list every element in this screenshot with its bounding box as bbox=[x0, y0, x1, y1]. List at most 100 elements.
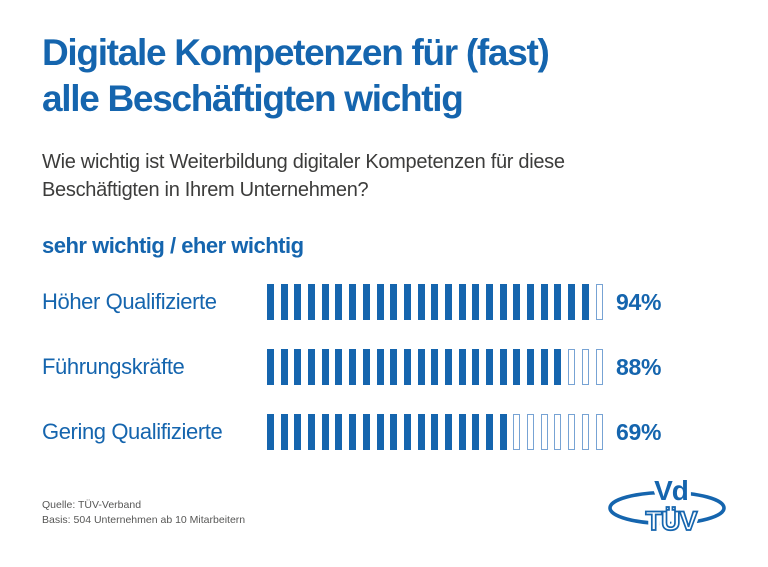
tick-filled bbox=[362, 284, 370, 320]
tick-filled bbox=[403, 414, 411, 450]
tick-filled bbox=[486, 414, 493, 450]
tick-filled bbox=[376, 284, 384, 320]
tick-filled bbox=[417, 349, 425, 385]
tick-filled bbox=[267, 349, 274, 385]
tick-filled bbox=[294, 349, 302, 385]
tick-filled bbox=[308, 284, 316, 320]
tick-filled bbox=[431, 284, 439, 320]
tick-filled bbox=[472, 284, 480, 320]
value-label: 88% bbox=[616, 353, 662, 380]
tick-bar bbox=[267, 414, 603, 450]
tick-filled bbox=[417, 414, 425, 450]
tick-filled bbox=[349, 284, 357, 320]
tick-filled bbox=[335, 284, 343, 320]
footnotes: Quelle: TÜV-Verband Basis: 504 Unternehm… bbox=[42, 498, 245, 528]
tick-filled bbox=[403, 349, 411, 385]
tick-filled bbox=[280, 414, 288, 450]
tick-filled bbox=[486, 349, 493, 385]
tick-filled bbox=[540, 349, 548, 385]
tick-filled bbox=[458, 284, 466, 320]
logo-text-tuev-halo: TÜV bbox=[646, 506, 698, 536]
tick-filled bbox=[349, 349, 357, 385]
tick-filled bbox=[267, 284, 274, 320]
vdtuv-logo-svg: Vd Vd TÜV TÜV bbox=[608, 471, 726, 540]
tick-filled bbox=[362, 414, 370, 450]
tick-empty bbox=[581, 349, 589, 385]
tick-filled bbox=[267, 414, 274, 450]
survey-question-line1: Wie wichtig ist Weiterbildung digitaler … bbox=[42, 151, 565, 173]
tick-filled bbox=[568, 284, 576, 320]
tick-filled bbox=[444, 349, 452, 385]
tick-filled bbox=[376, 349, 384, 385]
tick-filled bbox=[280, 284, 288, 320]
survey-question-line2: Beschäftigten in Ihrem Unternehmen? bbox=[42, 179, 369, 201]
tick-filled bbox=[444, 284, 452, 320]
tick-filled bbox=[499, 284, 507, 320]
tick-empty bbox=[513, 414, 521, 450]
tick-filled bbox=[335, 414, 343, 450]
category-label: Führungskräfte bbox=[42, 354, 185, 379]
tick-filled bbox=[308, 414, 316, 450]
tick-filled bbox=[499, 349, 507, 385]
tick-filled bbox=[499, 414, 507, 450]
tick-bar bbox=[267, 284, 603, 320]
tick-bar-chart: Höher Qualifizierte 94% Führungskräfte 8… bbox=[0, 284, 768, 479]
tick-empty bbox=[554, 414, 562, 450]
tick-filled bbox=[403, 284, 411, 320]
logo-ellipse bbox=[608, 490, 726, 526]
tick-filled bbox=[472, 349, 480, 385]
tick-filled bbox=[321, 414, 329, 450]
tick-empty bbox=[568, 349, 576, 385]
tick-filled bbox=[581, 284, 589, 320]
value-label: 94% bbox=[616, 288, 662, 315]
tick-filled bbox=[472, 414, 480, 450]
tick-filled bbox=[335, 349, 343, 385]
logo-text-tuev: TÜV bbox=[646, 506, 698, 536]
tick-filled bbox=[390, 349, 398, 385]
tick-filled bbox=[280, 349, 288, 385]
source-note: Quelle: TÜV-Verband bbox=[42, 499, 142, 511]
survey-question: Wie wichtig ist Weiterbildung digitaler … bbox=[42, 148, 565, 204]
category-label: Höher Qualifizierte bbox=[42, 289, 217, 314]
tick-empty bbox=[595, 284, 603, 320]
tick-filled bbox=[513, 284, 521, 320]
tick-filled bbox=[540, 284, 548, 320]
chart-row: Höher Qualifizierte 94% bbox=[0, 284, 768, 320]
tick-filled bbox=[294, 284, 302, 320]
chart-row: Gering Qualifizierte 69% bbox=[0, 414, 768, 450]
tick-filled bbox=[390, 414, 398, 450]
tick-filled bbox=[321, 349, 329, 385]
tick-filled bbox=[376, 414, 384, 450]
tick-filled bbox=[431, 414, 439, 450]
tick-empty bbox=[540, 414, 548, 450]
tick-filled bbox=[444, 414, 452, 450]
logo-text-vd-halo: Vd bbox=[654, 475, 688, 506]
tick-filled bbox=[294, 414, 302, 450]
answer-scale-label: sehr wichtig / eher wichtig bbox=[42, 233, 304, 258]
tick-filled bbox=[458, 414, 466, 450]
category-label: Gering Qualifizierte bbox=[42, 419, 223, 444]
tick-empty bbox=[595, 414, 603, 450]
logo-text-vd: Vd bbox=[654, 475, 688, 506]
tick-filled bbox=[527, 349, 535, 385]
tick-filled bbox=[554, 349, 562, 385]
chart-row: Führungskräfte 88% bbox=[0, 349, 768, 385]
tick-empty bbox=[568, 414, 576, 450]
tick-empty bbox=[581, 414, 589, 450]
tick-filled bbox=[513, 349, 521, 385]
tick-bar bbox=[267, 349, 603, 385]
tick-filled bbox=[486, 284, 493, 320]
page-title: Digitale Kompetenzen für (fast) alle Bes… bbox=[42, 30, 550, 122]
tick-filled bbox=[431, 349, 439, 385]
tick-filled bbox=[362, 349, 370, 385]
value-label: 69% bbox=[616, 418, 662, 445]
page-title-line2: alle Beschäftigten wichtig bbox=[42, 78, 464, 119]
tick-filled bbox=[417, 284, 425, 320]
page-title-line1: Digitale Kompetenzen für (fast) bbox=[42, 32, 550, 73]
tick-empty bbox=[527, 414, 535, 450]
tick-filled bbox=[349, 414, 357, 450]
tick-filled bbox=[390, 284, 398, 320]
tick-filled bbox=[458, 349, 466, 385]
tick-filled bbox=[308, 349, 316, 385]
